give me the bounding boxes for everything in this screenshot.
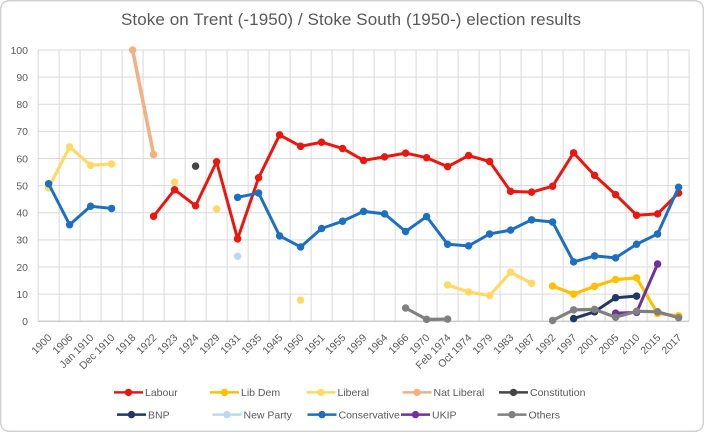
svg-text:Nat Liberal: Nat Liberal [434,387,485,399]
svg-text:New Party: New Party [244,409,293,421]
svg-text:90: 90 [16,72,28,84]
svg-text:Labour: Labour [145,387,178,399]
svg-text:BNP: BNP [148,409,170,421]
svg-text:UKIP: UKIP [432,409,457,421]
svg-text:100: 100 [10,45,28,57]
svg-text:20: 20 [16,262,28,274]
svg-text:60: 60 [16,153,28,165]
svg-text:0: 0 [22,316,28,328]
svg-text:Stoke on Trent (-1950) / Stoke: Stoke on Trent (-1950) / Stoke South (19… [121,10,581,29]
svg-text:Lib Dem: Lib Dem [241,387,280,399]
svg-text:Constitution: Constitution [530,387,586,399]
svg-text:Liberal: Liberal [338,387,370,399]
svg-text:50: 50 [16,180,28,192]
svg-text:Others: Others [529,409,561,421]
svg-text:80: 80 [16,99,28,111]
svg-text:30: 30 [16,235,28,247]
svg-text:10: 10 [16,289,28,301]
svg-text:70: 70 [16,126,28,138]
svg-text:40: 40 [16,208,28,220]
svg-text:Conservative: Conservative [339,409,400,421]
